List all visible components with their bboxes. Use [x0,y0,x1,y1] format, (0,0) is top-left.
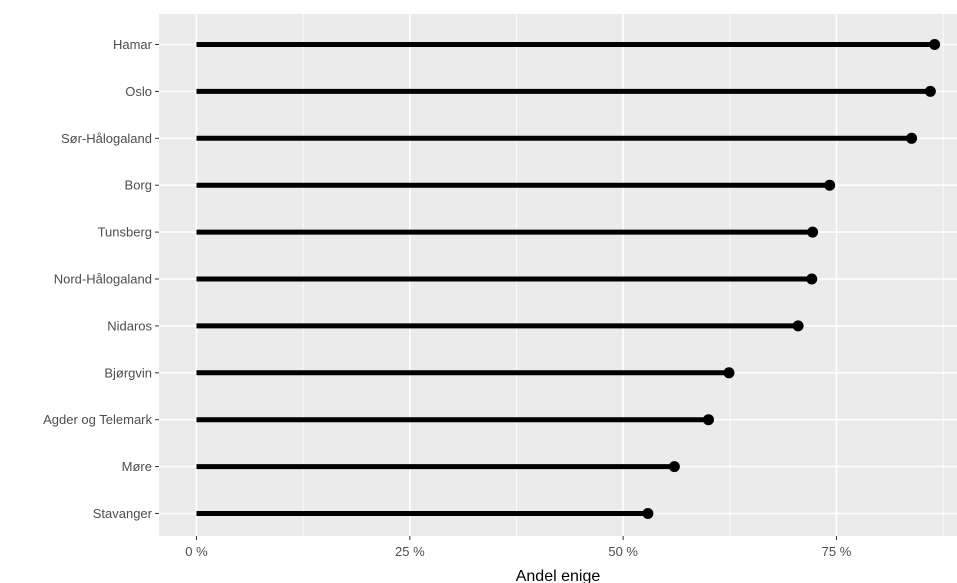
lollipop-point [668,461,680,473]
y-tick-label: Nord-Hålogaland [54,272,152,287]
lollipop-point [806,273,818,285]
plot-panel [159,14,957,536]
y-tick-label: Oslo [125,84,152,99]
x-tick-label: 75 % [822,544,852,559]
y-tick-label: Tunsberg [98,225,152,240]
x-axis: 0 % 25 % 50 % 75 % [185,536,852,559]
lollipop-point [924,85,936,97]
y-tick-label: Bjørgvin [104,365,152,380]
lollipop-point [807,226,819,238]
y-tick-label: Møre [122,459,152,474]
lollipop-point [906,132,918,144]
lollipop-point [824,179,836,191]
lollipop-point [723,367,735,379]
x-tick-label: 0 % [185,544,208,559]
y-tick-label: Nidaros [107,318,152,333]
y-tick-label: Sør-Hålogaland [61,131,152,146]
x-tick-label: 50 % [608,544,638,559]
chart-marks [196,39,941,519]
minor-gridlines [302,14,944,536]
x-axis-title: Andel enige [516,568,601,583]
y-tick-label: Borg [125,178,152,193]
x-tick-label: 25 % [395,544,425,559]
y-tick-label: Agder og Telemark [43,412,152,427]
lollipop-point [642,508,654,519]
lollipop-point [792,320,804,332]
lollipop-point [929,39,941,50]
y-tick-label: Hamar [113,37,153,52]
y-axis: Hamar Oslo Sør-Hålogaland Borg Tunsberg Nord-… [43,37,159,521]
lollipop-point [703,414,714,426]
y-tick-label: Stavanger [93,506,153,521]
